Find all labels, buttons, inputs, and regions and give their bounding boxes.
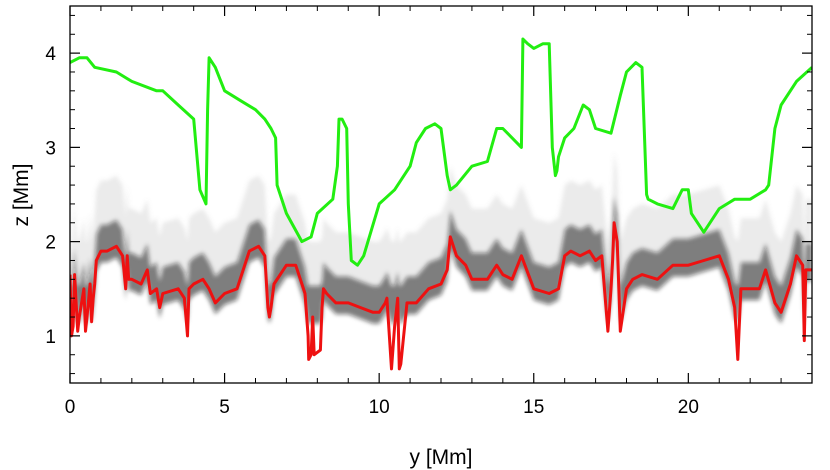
x-tick-label: 0	[65, 397, 76, 418]
y-axis-title: z [Mm]	[10, 164, 33, 227]
x-tick-label: 15	[523, 397, 544, 418]
density-haze	[70, 152, 812, 289]
x-tick-label: 10	[369, 397, 390, 418]
x-tick-label: 20	[678, 397, 699, 418]
x-tick-label: 5	[219, 397, 230, 418]
upper-boundary-line	[70, 37, 812, 267]
y-tick-label: 4	[45, 44, 56, 65]
y-tick-label: 2	[45, 233, 56, 254]
lower-boundary-line	[70, 221, 812, 371]
x-axis-title: y [Mm]	[410, 446, 473, 469]
y-tick-label: 3	[45, 138, 56, 159]
y-tick-label: 1	[45, 327, 56, 348]
